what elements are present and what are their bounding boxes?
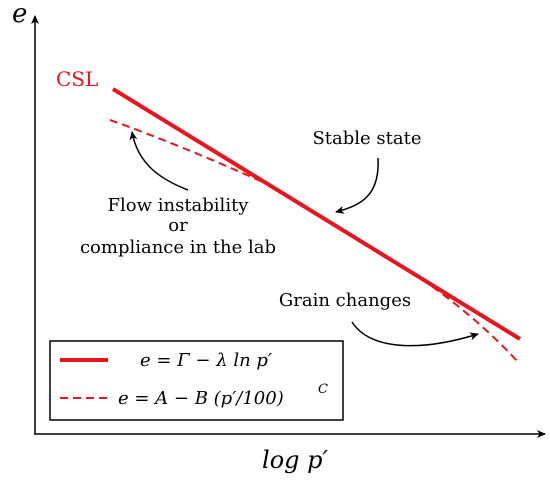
csl-label: CSL bbox=[56, 67, 98, 91]
flow-or-label: or bbox=[168, 215, 188, 236]
legend-solid-label: e = Γ − λ ln p′ bbox=[140, 350, 272, 371]
legend-dashed-label: e = A − B (p′/100) bbox=[118, 388, 284, 409]
x-axis-label: log p′ bbox=[262, 446, 328, 474]
stable-state-arrow bbox=[335, 157, 379, 214]
stable-state-label: Stable state bbox=[312, 128, 421, 149]
flow-compliance-label: compliance in the lab bbox=[80, 237, 276, 258]
legend-dashed-exponent: C bbox=[318, 382, 328, 397]
y-axis-label: e bbox=[12, 0, 27, 29]
legend-box bbox=[49, 340, 344, 421]
csl-dashed-curve bbox=[109, 119, 519, 363]
legend: e = Γ − λ ln p′ e = A − B (p′/100) C bbox=[49, 340, 344, 421]
grain-changes-arrow bbox=[351, 321, 479, 347]
flow-instability-arrow bbox=[129, 131, 189, 191]
grain-changes-label: Grain changes bbox=[279, 290, 411, 311]
flow-instability-label: Flow instability bbox=[108, 195, 250, 216]
